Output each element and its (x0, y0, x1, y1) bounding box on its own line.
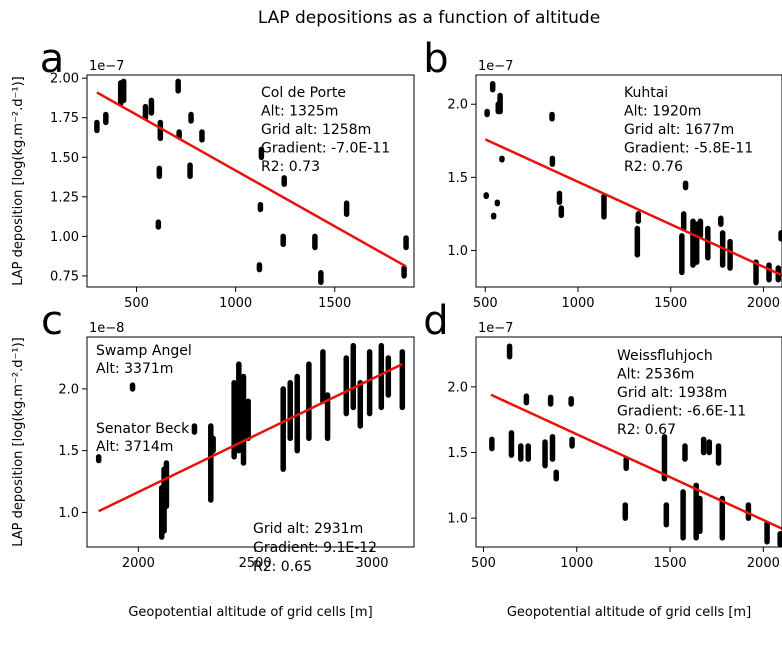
panel-b: 500 1000 1500 2000 1.0 1.5 2.0 1e−7 b Kuhtai Alt: … (423, 36, 782, 311)
annotation-text: R2: 0.65 (253, 559, 312, 575)
annotation-text: Swamp Angel (96, 343, 192, 359)
annotation-text: R2: 0.67 (617, 422, 676, 438)
x-tick-label: 500 (473, 296, 498, 311)
regression-line (99, 364, 403, 511)
data-points (97, 81, 406, 282)
y-tick-label: 1.5 (58, 444, 79, 459)
y-tick-label: 1.5 (447, 171, 468, 186)
y-offset-label: 1e−8 (89, 321, 124, 336)
annotation-text: Grid alt: 1938m (617, 385, 727, 401)
annotation-text: Alt: 3371m (96, 361, 173, 377)
y-tick-label: 1.25 (50, 190, 79, 205)
annotation-text: Col de Porte (261, 85, 346, 101)
y-offset-label: 1e−7 (89, 59, 124, 74)
x-tick-label: 1500 (654, 296, 687, 311)
x-tick-label: 1000 (219, 296, 252, 311)
panel-letter: b (423, 36, 448, 82)
axes-frame (87, 75, 414, 287)
annotation-text: Gradient: 9.1E-12 (253, 540, 377, 556)
x-tick-label: 1000 (561, 296, 594, 311)
annotation-text: Weissfluhjoch (617, 348, 713, 364)
y-tick-label: 1.00 (50, 230, 79, 245)
x-tick-label: 2000 (747, 556, 780, 571)
x-tick-label: 1000 (560, 556, 593, 571)
x-axis-label: Geopotential altitude of grid cells [m] (128, 605, 372, 620)
y-tick-label: 0.75 (50, 269, 79, 284)
x-tick-label: 2000 (747, 296, 780, 311)
y-tick-label: 1.0 (58, 506, 79, 521)
y-tick-label: 1.5 (447, 446, 468, 461)
x-tick-label: 3000 (355, 556, 388, 571)
y-offset-label: 1e−7 (478, 59, 513, 74)
panel-letter: d (423, 298, 448, 344)
y-tick-label: 2.0 (58, 382, 79, 397)
y-tick-label: 2.0 (447, 98, 468, 113)
y-tick-label: 1.0 (447, 244, 468, 259)
annotation-text: Alt: 1325m (261, 104, 338, 120)
annotation-text: Senator Beck (96, 421, 190, 437)
x-tick-label: 500 (471, 556, 496, 571)
y-offset-label: 1e−7 (478, 321, 513, 336)
y-axis-label: LAP deposition [log(kg.m⁻².d⁻¹)] (11, 76, 26, 286)
annotation-text: Grid alt: 1677m (624, 122, 734, 138)
panel-letter: c (41, 298, 63, 344)
annotation-text: Alt: 1920m (624, 104, 701, 120)
annotation-text: Alt: 2536m (617, 367, 694, 383)
annotation-text: Gradient: -6.6E-11 (617, 404, 746, 420)
x-axis-label: Geopotential altitude of grid cells [m] (507, 605, 751, 620)
annotation-text: Alt: 3714m (96, 439, 173, 455)
annotation-text: R2: 0.73 (261, 159, 320, 175)
annotation-text: Kuhtai (624, 85, 668, 101)
annotation-text: Grid alt: 1258m (261, 122, 371, 138)
y-axis-label: LAP deposition [log(kg.m⁻².d⁻¹)] (11, 337, 26, 547)
annotation-text: Gradient: -7.0E-11 (261, 141, 390, 157)
y-tick-label: 1.50 (50, 151, 79, 166)
annotation-text: R2: 0.76 (624, 159, 683, 175)
x-tick-label: 2000 (122, 556, 155, 571)
x-tick-label: 1500 (654, 556, 687, 571)
annotation-text: Gradient: -5.8E-11 (624, 141, 753, 157)
y-tick-label: 1.75 (50, 111, 79, 126)
panel-d: 500 1000 1500 2000 1.0 1.5 2.0 1e−7 d Weissfluhjo… (423, 298, 782, 620)
panels: 500 1000 15000.751.001.251.501.752.001e−7a… (11, 36, 782, 620)
figure-title: LAP depositions as a function of altitud… (258, 8, 600, 28)
x-tick-label: 500 (124, 296, 149, 311)
annotation-text: Grid alt: 2931m (253, 521, 363, 537)
panel-a: 500 1000 15000.751.001.251.501.752.001e−7a… (11, 36, 414, 311)
y-tick-label: 1.0 (447, 512, 468, 527)
y-tick-label: 2.0 (447, 380, 468, 395)
panel-letter: a (40, 36, 65, 82)
x-tick-label: 1500 (318, 296, 351, 311)
regression-line (97, 92, 406, 266)
